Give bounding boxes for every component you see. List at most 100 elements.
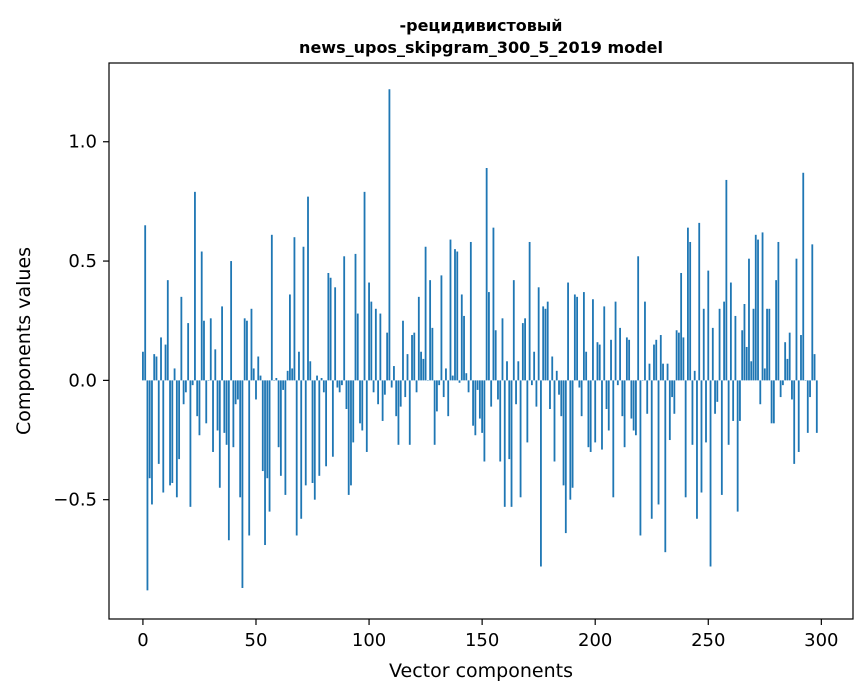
bar-31 bbox=[212, 380, 214, 452]
bar-240 bbox=[684, 380, 687, 498]
bar-202 bbox=[598, 344, 601, 381]
bar-107 bbox=[383, 380, 386, 395]
bar-55 bbox=[266, 380, 269, 479]
bar-204 bbox=[603, 306, 606, 381]
bar-215 bbox=[628, 339, 631, 381]
bar-7 bbox=[157, 380, 160, 464]
x-tick-label: 150 bbox=[465, 630, 499, 651]
bar-190 bbox=[571, 380, 574, 488]
bar-242 bbox=[689, 241, 692, 381]
bar-278 bbox=[770, 380, 773, 424]
y-tick-label: 0.5 bbox=[68, 251, 97, 272]
bar-258 bbox=[725, 179, 728, 381]
bar-207 bbox=[610, 339, 612, 381]
bar-109 bbox=[388, 89, 391, 381]
bar-162 bbox=[508, 380, 511, 460]
bar-128 bbox=[431, 327, 434, 381]
bar-73 bbox=[307, 196, 309, 381]
plot-frame bbox=[108, 62, 854, 620]
bar-63 bbox=[284, 380, 287, 495]
bar-151 bbox=[483, 380, 486, 462]
bar-68 bbox=[295, 380, 298, 536]
bar-176 bbox=[540, 380, 542, 567]
bar-269 bbox=[750, 361, 753, 381]
bar-164 bbox=[512, 280, 515, 381]
bar-265 bbox=[741, 330, 744, 381]
bar-48 bbox=[250, 308, 253, 381]
bar-44 bbox=[241, 380, 244, 588]
bar-245 bbox=[696, 380, 698, 519]
chart-title-line2: news_upos_skipgram_300_5_2019 model bbox=[299, 38, 663, 57]
bar-121 bbox=[415, 380, 418, 393]
bar-145 bbox=[469, 241, 472, 381]
bar-10 bbox=[164, 344, 167, 381]
bar-294 bbox=[806, 380, 809, 433]
bar-280 bbox=[775, 280, 778, 381]
bar-132 bbox=[440, 275, 443, 381]
bar-146 bbox=[472, 380, 474, 426]
bar-244 bbox=[693, 370, 696, 381]
bar-71 bbox=[302, 246, 305, 381]
bar-277 bbox=[768, 308, 771, 381]
bar-83 bbox=[329, 277, 332, 381]
bar-125 bbox=[424, 246, 427, 381]
bar-254 bbox=[716, 380, 719, 402]
bar-233 bbox=[668, 380, 671, 441]
bar-17 bbox=[180, 296, 183, 381]
bar-82 bbox=[327, 272, 330, 381]
x-tick-label: 0 bbox=[137, 630, 148, 651]
bar-141 bbox=[460, 294, 463, 381]
bar-3 bbox=[148, 380, 151, 479]
bar-149 bbox=[478, 380, 481, 419]
bar-152 bbox=[485, 168, 488, 381]
bar-87 bbox=[338, 380, 341, 393]
bar-94 bbox=[354, 253, 357, 381]
bar-99 bbox=[365, 380, 368, 452]
bar-168 bbox=[521, 323, 524, 381]
bar-5 bbox=[153, 354, 156, 381]
bar-199 bbox=[592, 299, 594, 381]
bar-153 bbox=[488, 292, 490, 381]
bar-219 bbox=[637, 256, 640, 381]
bar-21 bbox=[189, 380, 192, 507]
bar-143 bbox=[465, 373, 468, 381]
bar-173 bbox=[533, 351, 536, 381]
bar-267 bbox=[745, 346, 748, 381]
bar-160 bbox=[503, 380, 506, 507]
bar-191 bbox=[573, 294, 576, 381]
bar-263 bbox=[736, 380, 739, 512]
bar-114 bbox=[399, 380, 402, 407]
x-axis-ticks: 0 50 100 150 200 250 300 bbox=[137, 619, 839, 651]
bar-238 bbox=[680, 272, 683, 381]
bar-225 bbox=[650, 380, 653, 519]
bar-296 bbox=[811, 244, 814, 381]
bar-165 bbox=[515, 380, 517, 405]
bar-140 bbox=[458, 380, 461, 383]
bar-220 bbox=[639, 380, 642, 536]
bar-30 bbox=[209, 318, 212, 381]
bar-88 bbox=[341, 380, 343, 386]
bar-187 bbox=[564, 380, 567, 534]
bar-174 bbox=[535, 380, 538, 407]
bar-series bbox=[142, 89, 818, 591]
bar-216 bbox=[630, 380, 633, 419]
bar-236 bbox=[675, 330, 678, 381]
bar-178 bbox=[544, 308, 547, 381]
bar-81 bbox=[325, 380, 327, 467]
bar-170 bbox=[526, 380, 529, 443]
bar-97 bbox=[361, 380, 364, 431]
bar-154 bbox=[490, 380, 493, 407]
bar-257 bbox=[723, 301, 726, 381]
bar-281 bbox=[777, 241, 780, 381]
bar-49 bbox=[252, 368, 255, 381]
bar-77 bbox=[316, 375, 318, 381]
bar-250 bbox=[707, 270, 710, 381]
bar-171 bbox=[528, 241, 531, 381]
bar-175 bbox=[537, 287, 540, 381]
bar-261 bbox=[732, 380, 735, 421]
bar-172 bbox=[530, 380, 533, 386]
bar-185 bbox=[560, 380, 563, 417]
bar-159 bbox=[501, 318, 504, 381]
bar-80 bbox=[322, 380, 325, 393]
